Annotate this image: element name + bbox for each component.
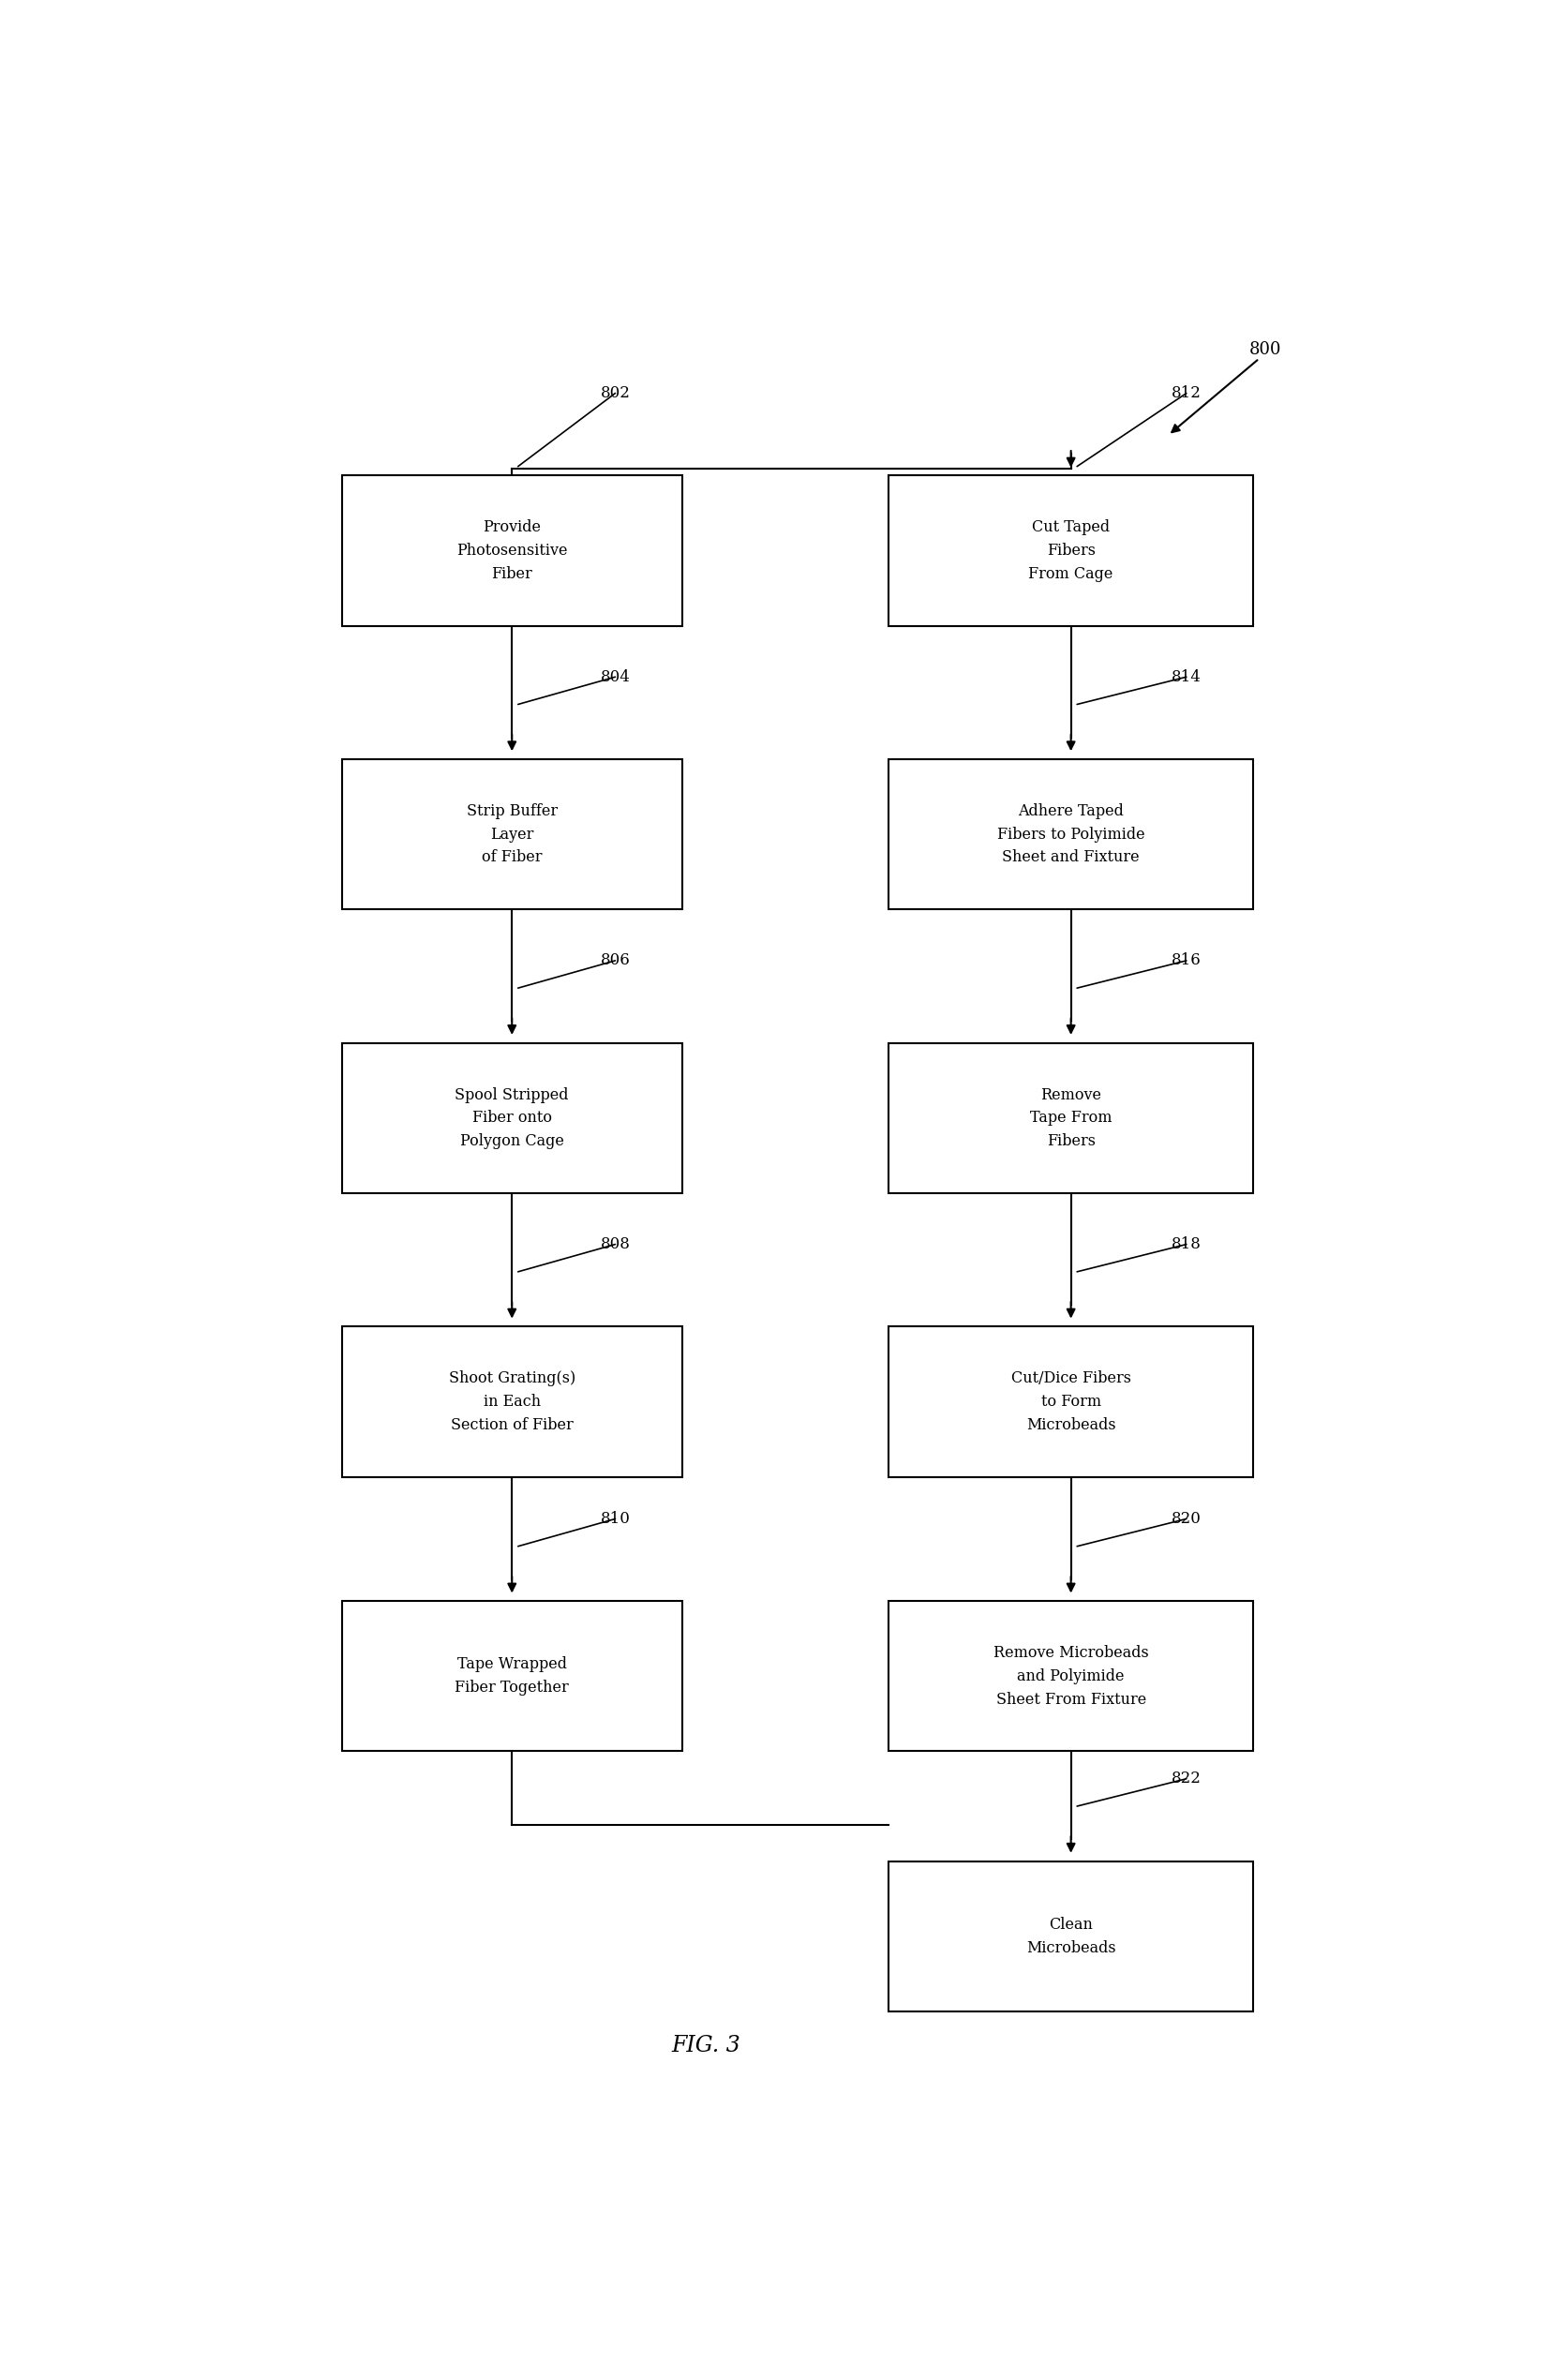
- Bar: [889, 1044, 1253, 1193]
- Text: 800: 800: [1250, 340, 1281, 357]
- Bar: [889, 1326, 1253, 1476]
- Bar: [342, 475, 682, 625]
- Text: 802: 802: [601, 385, 630, 402]
- Text: Clean
Microbeads: Clean Microbeads: [1025, 1916, 1116, 1956]
- Text: Spool Stripped
Fiber onto
Polygon Cage: Spool Stripped Fiber onto Polygon Cage: [455, 1086, 569, 1148]
- Bar: [342, 1044, 682, 1193]
- Text: Cut Taped
Fibers
From Cage: Cut Taped Fibers From Cage: [1029, 521, 1113, 582]
- Text: 812: 812: [1171, 385, 1201, 402]
- Text: Remove Microbeads
and Polyimide
Sheet From Fixture: Remove Microbeads and Polyimide Sheet Fr…: [993, 1645, 1149, 1707]
- Bar: [342, 1326, 682, 1476]
- Bar: [889, 1602, 1253, 1752]
- Text: 806: 806: [601, 953, 630, 967]
- Text: FIG. 3: FIG. 3: [671, 2035, 742, 2056]
- Text: Adhere Taped
Fibers to Polyimide
Sheet and Fixture: Adhere Taped Fibers to Polyimide Sheet a…: [997, 803, 1145, 865]
- Text: Shoot Grating(s)
in Each
Section of Fiber: Shoot Grating(s) in Each Section of Fibe…: [448, 1372, 575, 1433]
- Text: 818: 818: [1171, 1236, 1201, 1253]
- Text: Cut/Dice Fibers
to Form
Microbeads: Cut/Dice Fibers to Form Microbeads: [1011, 1372, 1131, 1433]
- Bar: [342, 758, 682, 910]
- Text: Strip Buffer
Layer
of Fiber: Strip Buffer Layer of Fiber: [466, 803, 558, 865]
- Text: Remove
Tape From
Fibers: Remove Tape From Fibers: [1030, 1086, 1112, 1148]
- Text: 810: 810: [601, 1512, 630, 1526]
- Text: 808: 808: [601, 1236, 630, 1253]
- Text: Provide
Photosensitive
Fiber: Provide Photosensitive Fiber: [456, 521, 568, 582]
- Bar: [889, 475, 1253, 625]
- Bar: [342, 1602, 682, 1752]
- Bar: [889, 1861, 1253, 2011]
- Text: 820: 820: [1171, 1512, 1201, 1526]
- Text: 814: 814: [1171, 668, 1201, 685]
- Text: 822: 822: [1171, 1771, 1201, 1788]
- Text: 816: 816: [1171, 953, 1201, 967]
- Text: 804: 804: [601, 668, 630, 685]
- Text: Tape Wrapped
Fiber Together: Tape Wrapped Fiber Together: [455, 1657, 569, 1695]
- Bar: [889, 758, 1253, 910]
